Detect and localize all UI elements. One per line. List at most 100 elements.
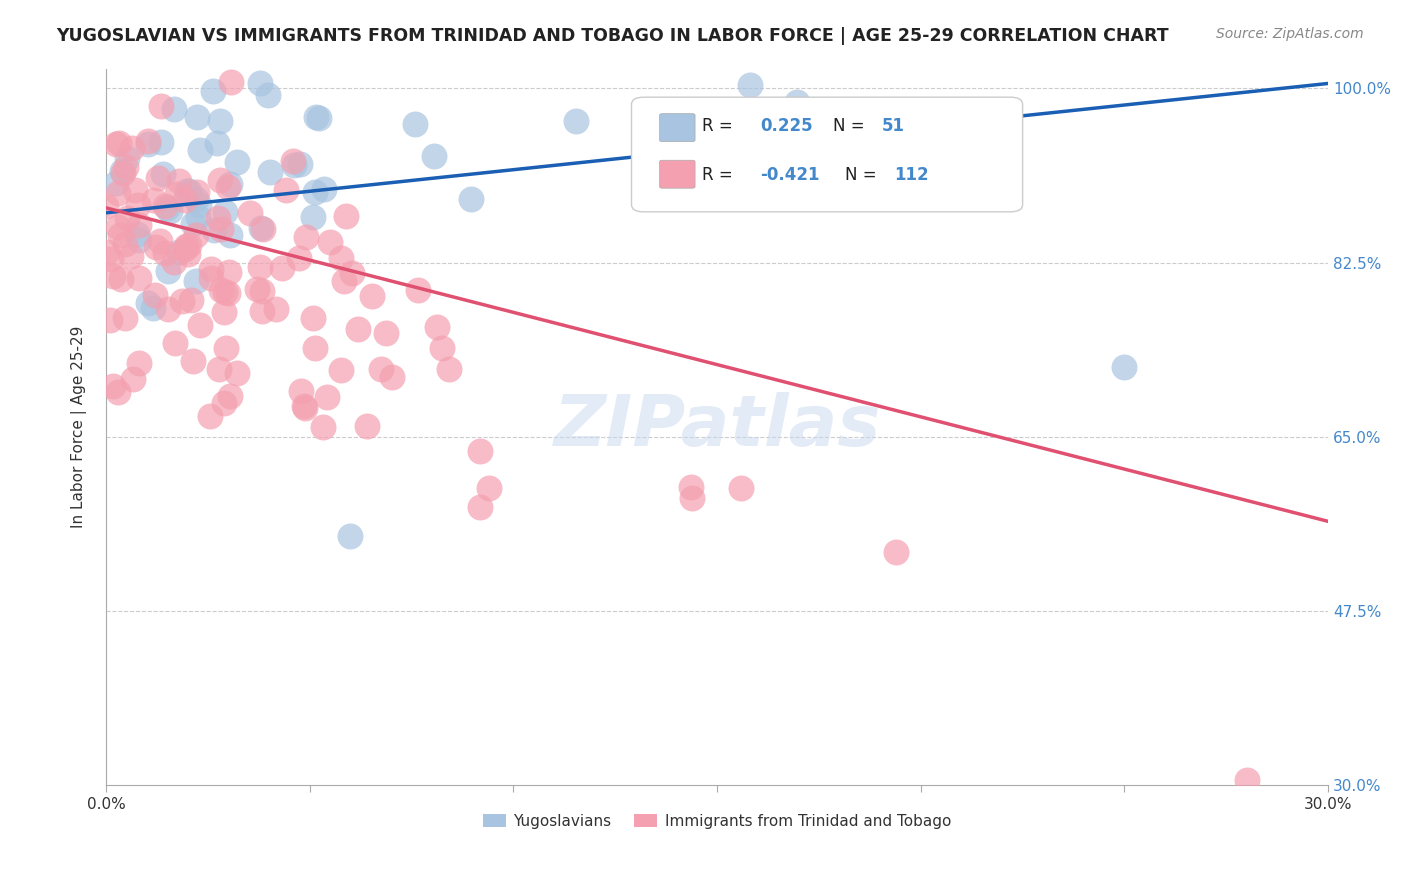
Point xyxy=(214,285,236,299)
Text: Source: ZipAtlas.com: Source: ZipAtlas.com xyxy=(1216,27,1364,41)
Point xyxy=(186,185,208,199)
Point xyxy=(381,370,404,384)
Point xyxy=(107,136,129,150)
Point xyxy=(200,271,222,285)
Point xyxy=(290,384,312,398)
Point xyxy=(159,204,181,219)
Point xyxy=(184,227,207,242)
Point xyxy=(565,113,588,128)
Point xyxy=(152,168,174,182)
Point xyxy=(294,401,316,415)
Point xyxy=(181,217,204,231)
Point xyxy=(128,271,150,285)
Point xyxy=(145,240,167,254)
Point xyxy=(187,198,209,212)
Point xyxy=(311,420,333,434)
Point xyxy=(105,177,128,191)
Point xyxy=(437,362,460,376)
FancyBboxPatch shape xyxy=(659,161,695,188)
Point xyxy=(187,210,209,224)
Point xyxy=(426,319,449,334)
Point xyxy=(208,361,231,376)
Point xyxy=(180,293,202,307)
Text: N =: N = xyxy=(834,117,870,135)
Point xyxy=(107,220,129,235)
Point xyxy=(356,419,378,434)
Point xyxy=(374,326,396,341)
Point xyxy=(96,198,118,212)
Point xyxy=(219,389,242,403)
Point xyxy=(283,153,305,168)
Point xyxy=(166,187,188,202)
Point xyxy=(165,336,187,351)
Point xyxy=(246,282,269,296)
Point xyxy=(174,194,197,208)
Point xyxy=(96,245,118,260)
Point xyxy=(249,220,271,235)
Point xyxy=(128,233,150,247)
Point xyxy=(127,227,149,241)
Point xyxy=(218,177,240,191)
Point xyxy=(121,372,143,386)
Point xyxy=(460,192,482,206)
Point xyxy=(423,149,446,163)
Point xyxy=(283,158,305,172)
Point xyxy=(177,237,200,252)
Point xyxy=(786,95,808,110)
Point xyxy=(100,252,122,266)
Text: R =: R = xyxy=(703,166,738,184)
Point xyxy=(340,266,363,280)
Text: ZIPatlas: ZIPatlas xyxy=(554,392,880,461)
Point xyxy=(404,117,426,131)
Point xyxy=(370,362,392,376)
Point xyxy=(239,206,262,220)
Point xyxy=(173,242,195,256)
Point xyxy=(225,154,247,169)
Point xyxy=(252,222,274,236)
Point xyxy=(292,399,315,413)
Point xyxy=(208,114,231,128)
Y-axis label: In Labor Force | Age 25-29: In Labor Force | Age 25-29 xyxy=(72,326,87,528)
Point xyxy=(202,223,225,237)
Point xyxy=(250,284,273,298)
Point xyxy=(98,312,121,326)
Text: YUGOSLAVIAN VS IMMIGRANTS FROM TRINIDAD AND TOBAGO IN LABOR FORCE | AGE 25-29 CO: YUGOSLAVIAN VS IMMIGRANTS FROM TRINIDAD … xyxy=(56,27,1168,45)
Point xyxy=(215,341,238,355)
Point xyxy=(111,164,134,178)
Point xyxy=(146,171,169,186)
Point xyxy=(114,160,136,174)
Point xyxy=(214,305,236,319)
Point xyxy=(290,157,312,171)
Point xyxy=(225,367,247,381)
Point xyxy=(184,274,207,288)
Point xyxy=(294,230,316,244)
Point xyxy=(217,179,239,194)
Point xyxy=(250,304,273,318)
Point xyxy=(153,199,176,213)
Point xyxy=(681,480,703,494)
Point xyxy=(176,184,198,198)
Point xyxy=(259,165,281,179)
Point xyxy=(276,183,298,197)
Point xyxy=(738,78,761,93)
Point xyxy=(114,237,136,252)
Point xyxy=(217,285,239,300)
Point xyxy=(470,500,492,514)
Point xyxy=(101,268,124,283)
Point xyxy=(302,210,325,224)
Point xyxy=(167,244,190,259)
Point xyxy=(1114,360,1136,375)
Point xyxy=(330,251,353,265)
Point xyxy=(219,75,242,89)
Point xyxy=(329,362,352,376)
Point xyxy=(205,136,228,150)
Point xyxy=(212,396,235,410)
Point xyxy=(128,218,150,232)
Point xyxy=(249,260,271,274)
Point xyxy=(314,182,336,196)
Point xyxy=(347,322,370,336)
Point xyxy=(120,249,142,263)
Point xyxy=(270,260,292,275)
Point xyxy=(1236,773,1258,788)
Point xyxy=(218,265,240,279)
